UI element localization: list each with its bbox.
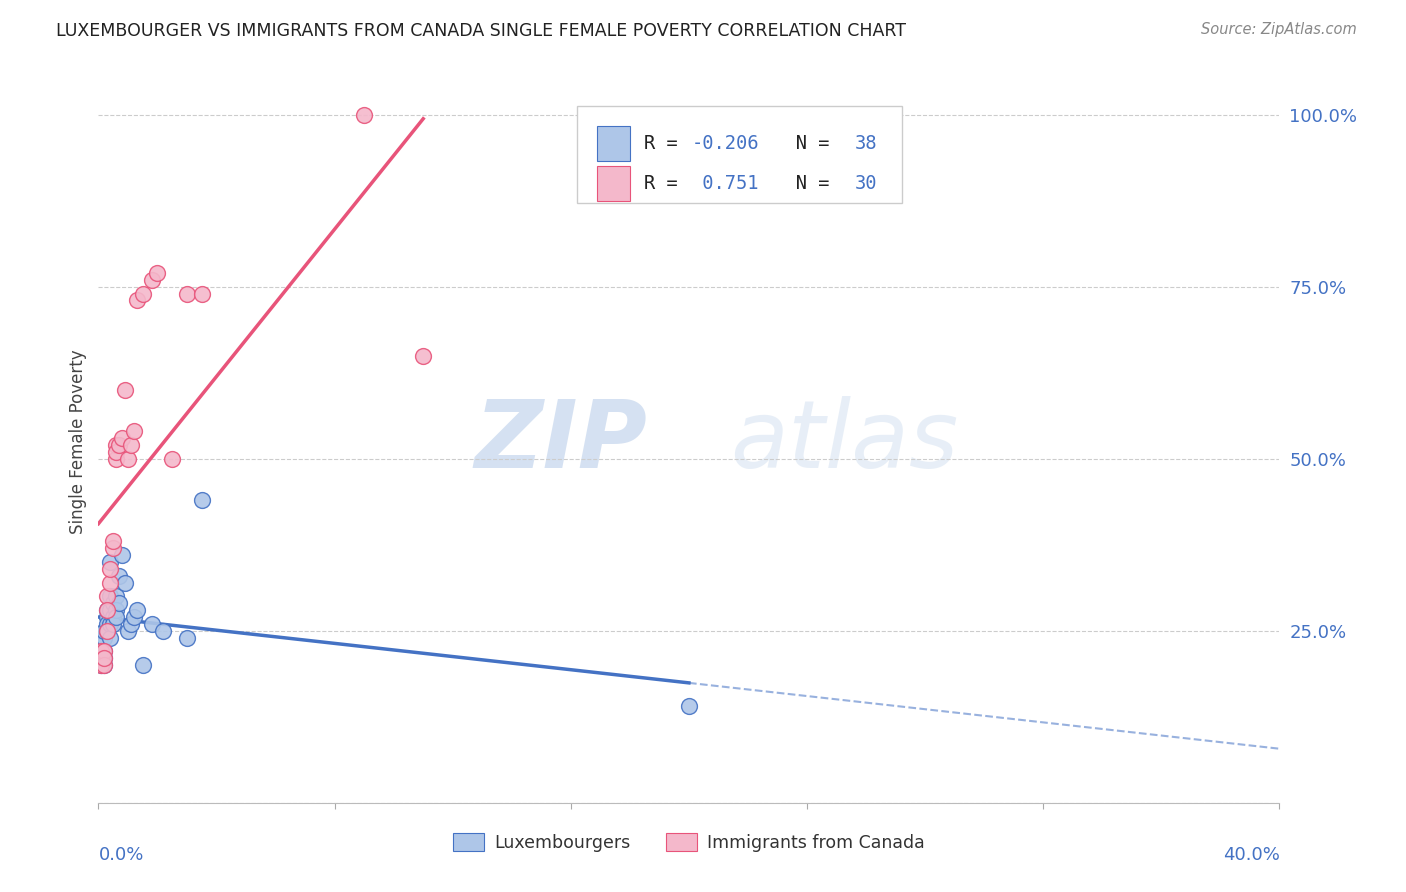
Point xyxy=(103,616,125,631)
Text: 30: 30 xyxy=(855,174,877,193)
Point xyxy=(105,438,128,452)
Point xyxy=(103,610,125,624)
Text: N =: N = xyxy=(762,174,841,193)
Point xyxy=(90,658,112,673)
Text: -0.206: -0.206 xyxy=(692,134,759,153)
Legend: Luxembourgers, Immigrants from Canada: Luxembourgers, Immigrants from Canada xyxy=(446,827,932,859)
Point xyxy=(146,266,169,280)
Point xyxy=(105,590,128,604)
Point xyxy=(353,108,375,122)
Point xyxy=(105,451,128,466)
Point xyxy=(103,541,125,556)
Text: R =: R = xyxy=(644,174,689,193)
Point xyxy=(125,603,148,617)
Point xyxy=(93,651,115,665)
Point xyxy=(98,616,121,631)
Point xyxy=(103,596,125,610)
Point xyxy=(90,638,112,652)
Point xyxy=(93,624,115,638)
Text: N =: N = xyxy=(762,134,841,153)
Point xyxy=(90,651,112,665)
Point xyxy=(96,624,118,638)
Point xyxy=(96,624,118,638)
Point xyxy=(98,631,121,645)
Point xyxy=(125,293,148,308)
Point xyxy=(103,534,125,549)
Point xyxy=(176,631,198,645)
Point xyxy=(108,568,131,582)
FancyBboxPatch shape xyxy=(596,166,630,201)
Point xyxy=(132,286,155,301)
Point xyxy=(98,562,121,576)
Point xyxy=(108,596,131,610)
Point xyxy=(96,603,118,617)
Point xyxy=(120,438,142,452)
Point xyxy=(108,438,131,452)
Point xyxy=(132,658,155,673)
Point xyxy=(162,451,183,466)
Point xyxy=(96,616,118,631)
Point xyxy=(105,445,128,459)
Text: ZIP: ZIP xyxy=(475,395,648,488)
Point xyxy=(90,644,112,658)
Point xyxy=(122,610,145,624)
Text: 0.0%: 0.0% xyxy=(98,847,143,864)
Point xyxy=(114,575,136,590)
Point xyxy=(96,603,118,617)
Point xyxy=(117,624,139,638)
Point xyxy=(90,658,112,673)
Point xyxy=(141,616,163,631)
Point xyxy=(111,548,134,562)
Point xyxy=(93,644,115,658)
Point xyxy=(678,699,700,714)
Point xyxy=(93,658,115,673)
Text: LUXEMBOURGER VS IMMIGRANTS FROM CANADA SINGLE FEMALE POVERTY CORRELATION CHART: LUXEMBOURGER VS IMMIGRANTS FROM CANADA S… xyxy=(56,22,907,40)
Text: R =: R = xyxy=(644,134,689,153)
Text: 40.0%: 40.0% xyxy=(1223,847,1279,864)
Point xyxy=(111,431,134,445)
Point xyxy=(117,451,139,466)
Text: atlas: atlas xyxy=(730,396,959,487)
Point xyxy=(98,555,121,569)
Point xyxy=(105,603,128,617)
Point xyxy=(176,286,198,301)
Point xyxy=(98,590,121,604)
Point xyxy=(93,651,115,665)
Point xyxy=(96,590,118,604)
Point xyxy=(90,644,112,658)
Y-axis label: Single Female Poverty: Single Female Poverty xyxy=(69,350,87,533)
Text: 0.751: 0.751 xyxy=(692,174,759,193)
Point xyxy=(98,575,121,590)
FancyBboxPatch shape xyxy=(576,105,901,203)
Point xyxy=(412,349,434,363)
Point xyxy=(114,383,136,397)
Point xyxy=(120,616,142,631)
Point xyxy=(98,603,121,617)
FancyBboxPatch shape xyxy=(596,126,630,161)
Point xyxy=(93,644,115,658)
Point xyxy=(105,610,128,624)
Text: Source: ZipAtlas.com: Source: ZipAtlas.com xyxy=(1201,22,1357,37)
Point xyxy=(122,424,145,438)
Point xyxy=(191,286,214,301)
Point xyxy=(191,493,214,508)
Point xyxy=(96,610,118,624)
Point xyxy=(93,658,115,673)
Text: 38: 38 xyxy=(855,134,877,153)
Point xyxy=(141,273,163,287)
Point xyxy=(93,631,115,645)
Point xyxy=(152,624,174,638)
